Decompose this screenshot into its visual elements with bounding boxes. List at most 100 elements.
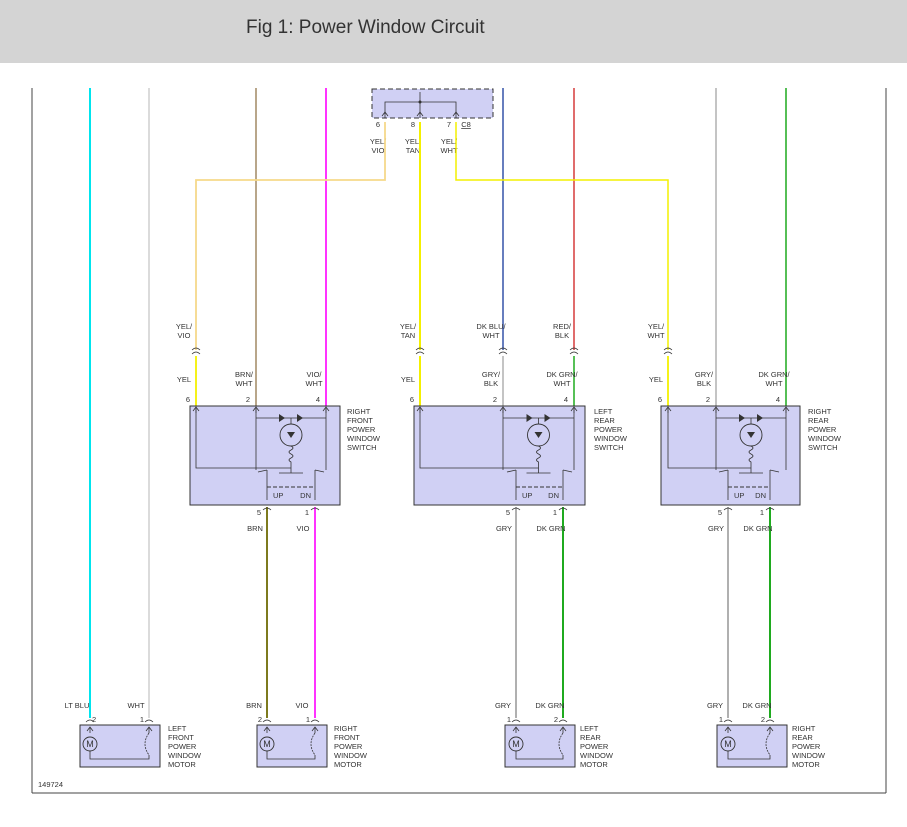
pin-number: 2: [258, 715, 262, 724]
wire-color-label: DK GRN: [742, 701, 771, 710]
motor-name-label: MOTOR: [168, 760, 196, 769]
pin-connector-icon: [262, 719, 320, 723]
wire-color-label: VIO: [297, 524, 310, 533]
wire-color-label: WHT: [482, 331, 499, 340]
switch-name-label: POWER: [594, 425, 623, 434]
wire-color-label: RED/: [553, 322, 572, 331]
switch-name-label: REAR: [808, 416, 829, 425]
wire-color-label: BRN: [247, 524, 263, 533]
switch-up-label: UP: [734, 491, 744, 500]
switch-contact: [314, 469, 325, 473]
power-window-motor: [504, 724, 576, 768]
circuit-breaker-icon: [310, 732, 316, 756]
connector-pin-number: 6: [376, 120, 380, 129]
pin-number: 5: [257, 508, 261, 517]
power-window-motor: [716, 724, 788, 768]
switch-circuit: [195, 409, 291, 469]
pin-number: 1: [306, 715, 310, 724]
pin-number: 2: [246, 395, 250, 404]
pin-number: 1: [553, 508, 557, 517]
pin-number: 6: [658, 395, 662, 404]
pin-connector-icon: [723, 719, 775, 723]
switch-name-label: FRONT: [347, 416, 373, 425]
pin-number: 6: [410, 395, 414, 404]
pin-connector-icon: [511, 719, 568, 723]
motor-name-label: WINDOW: [334, 751, 368, 760]
motor-name-label: FRONT: [334, 733, 360, 742]
wire-color-label: DK BLU/: [476, 322, 506, 331]
switch-contact: [718, 469, 729, 473]
motor-name-label: POWER: [580, 742, 609, 751]
switch-name-label: REAR: [594, 416, 615, 425]
wire-color-label: DK GRN: [743, 524, 772, 533]
led-symbol: [534, 432, 543, 438]
power-window-switch: [660, 405, 801, 506]
wire-color-label: WHT: [440, 146, 457, 155]
pin-number: 6: [186, 395, 190, 404]
switch-contact: [506, 469, 517, 473]
resistor-icon: [288, 445, 294, 473]
motor-circuit: [515, 751, 564, 760]
pin-number: 5: [506, 508, 510, 517]
switch-name-label: RIGHT: [808, 407, 832, 416]
wire-color-label: YEL: [401, 375, 415, 384]
motor-symbol: M: [86, 739, 94, 749]
wire-color-label: YEL: [649, 375, 663, 384]
wire-color-label: VIO: [178, 331, 191, 340]
wire-color-label: DK GRN: [536, 524, 565, 533]
wire-color-label: TAN: [401, 331, 415, 340]
switch-name-label: WINDOW: [594, 434, 628, 443]
pin-number: 1: [140, 715, 144, 724]
pin-number: 4: [316, 395, 320, 404]
wire-color-label: VIO: [296, 701, 309, 710]
switch-dn-label: DN: [548, 491, 559, 500]
switch-name-label: WINDOW: [347, 434, 381, 443]
pin-number: 4: [564, 395, 568, 404]
switch-name-label: SWITCH: [808, 443, 838, 452]
wire-color-label: YEL: [177, 375, 191, 384]
resistor-icon: [748, 445, 754, 473]
inline-connector-icon: [498, 347, 508, 355]
motor-name-label: REAR: [792, 733, 813, 742]
led-symbol: [747, 432, 755, 438]
pin-connector-icon: [85, 719, 154, 723]
wire-color-label: BRN/: [235, 370, 254, 379]
motor-name-label: WINDOW: [580, 751, 614, 760]
resistor-icon: [536, 445, 541, 473]
pin-number: 2: [92, 715, 96, 724]
wire-color-label: GRY: [495, 701, 511, 710]
switch-name-label: SWITCH: [347, 443, 377, 452]
wire-color-label: WHT: [553, 379, 570, 388]
wire-color-label: YEL/: [370, 137, 387, 146]
motor-symbol: M: [724, 739, 732, 749]
wire-color-label: BLK: [697, 379, 711, 388]
wire-color-label: YEL/: [405, 137, 422, 146]
pin-connector-icon: [511, 507, 521, 511]
pin-connector-icon: [723, 507, 733, 511]
pin-number: 2: [554, 715, 558, 724]
circuit-breaker-icon: [558, 732, 564, 756]
switch-circuit: [667, 409, 751, 469]
motor-name-label: WINDOW: [792, 751, 826, 760]
figure-title: Fig 1: Power Window Circuit: [246, 17, 485, 38]
motor-name-label: REAR: [580, 733, 601, 742]
motor-symbol: M: [263, 739, 271, 749]
wire-color-label: GRY: [708, 524, 724, 533]
power-window-motor: [79, 724, 161, 768]
inline-connector-icon: [415, 347, 425, 355]
wire-color-label: BLK: [555, 331, 569, 340]
wire-color-label: BLK: [484, 379, 498, 388]
wire-color-label: VIO: [372, 146, 385, 155]
pin-connector-icon: [765, 507, 775, 511]
junction-dot: [418, 100, 422, 104]
inline-connector-icon: [191, 347, 201, 355]
wire-color-label: BRN: [246, 701, 262, 710]
switch-up-label: UP: [273, 491, 283, 500]
motor-name-label: LEFT: [168, 724, 187, 733]
pin-number: 4: [776, 395, 780, 404]
wire-color-label: YEL/: [648, 322, 665, 331]
power-window-switch: [189, 405, 341, 506]
pin-number: 2: [493, 395, 497, 404]
motor-name-label: POWER: [334, 742, 363, 751]
